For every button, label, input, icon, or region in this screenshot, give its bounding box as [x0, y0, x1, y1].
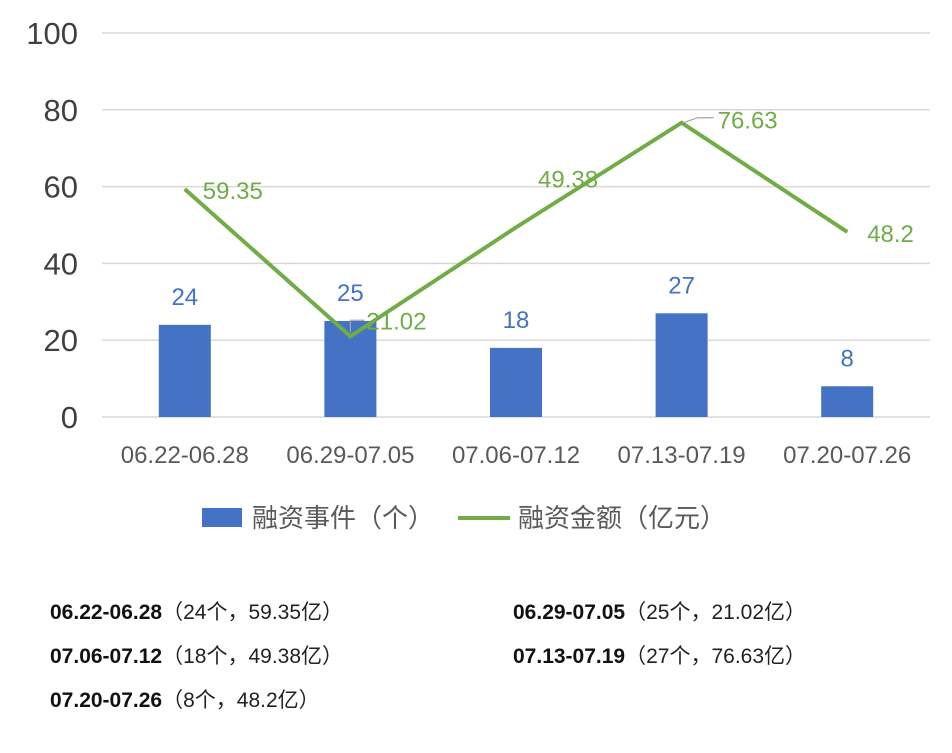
x-tick-label: 07.20-07.26 — [783, 442, 911, 469]
line-point — [349, 335, 351, 337]
legend-label: 融资金额（亿元） — [518, 503, 726, 533]
y-tick-label: 100 — [26, 16, 78, 51]
leader-line — [349, 319, 365, 333]
gridlines — [102, 32, 930, 418]
line-value-label: 76.63 — [718, 108, 778, 135]
bar — [158, 324, 211, 417]
bar-value-label: 25 — [337, 280, 364, 307]
line-point — [515, 226, 517, 228]
summary-list: 06.22-06.28（24个，59.35亿） 06.29-07.05（25个，… — [50, 596, 930, 718]
leader-line — [683, 117, 714, 124]
summary-detail: （8个，48.2亿） — [162, 689, 320, 712]
x-tick-label: 06.29-07.05 — [286, 442, 414, 469]
summary-item: 07.20-07.26（8个，48.2亿） — [50, 684, 513, 718]
legend: 融资事件（个） 融资金额（亿元） — [202, 503, 726, 533]
summary-item: 06.22-06.28（24个，59.35亿） — [50, 596, 513, 630]
bar-value-label: 27 — [668, 272, 695, 299]
y-tick-label: 40 — [44, 246, 78, 281]
summary-period: 06.29-07.05 — [513, 601, 626, 624]
line-value-label: 48.2 — [867, 221, 914, 248]
line-value-label: 49.38 — [538, 166, 598, 193]
combo-chart: 0 20 40 60 80 100 24 25 18 27 8 59.35 21.02 49.38 76.… — [26, 16, 930, 533]
summary-period: 07.06-07.12 — [50, 645, 163, 668]
line-point — [184, 188, 186, 190]
legend-label: 融资事件（个） — [252, 503, 434, 533]
bar-value-label: 18 — [503, 307, 530, 334]
summary-detail: （24个，59.35亿） — [162, 601, 344, 624]
data-labels: 24 25 18 27 8 59.35 21.02 49.38 76.63 48.2 — [171, 108, 913, 373]
bar — [490, 347, 542, 417]
y-tick-label: 20 — [44, 323, 78, 358]
x-tick-label: 07.06-07.12 — [452, 442, 580, 469]
summary-item: 07.06-07.12（18个，49.38亿） — [50, 640, 513, 674]
summary-detail: （27个，76.63亿） — [625, 645, 807, 668]
x-tick-label: 06.22-06.28 — [121, 442, 249, 469]
line-point — [846, 231, 848, 233]
y-axis: 0 20 40 60 80 100 — [26, 16, 78, 435]
summary-item: 07.13-07.19（27个，76.63亿） — [513, 640, 913, 674]
x-axis: 06.22-06.28 06.29-07.05 07.06-07.12 07.13-0… — [121, 442, 912, 469]
line-series — [183, 120, 849, 339]
bar-value-label: 24 — [171, 284, 198, 311]
summary-detail: （18个，49.38亿） — [162, 645, 344, 668]
summary-item: 06.29-07.05（25个，21.02亿） — [513, 596, 913, 630]
legend-bar-swatch — [202, 508, 242, 527]
summary-detail: （25个，21.02亿） — [625, 601, 807, 624]
bar — [655, 313, 708, 417]
summary-period: 07.20-07.26 — [50, 689, 163, 712]
summary-period: 06.22-06.28 — [50, 601, 163, 624]
y-tick-label: 80 — [44, 93, 78, 128]
line-value-label: 59.35 — [203, 178, 263, 205]
summary-period: 07.13-07.19 — [513, 645, 626, 668]
line-value-label: 21.02 — [366, 308, 426, 335]
x-tick-label: 07.13-07.19 — [618, 442, 746, 469]
bar — [821, 386, 874, 417]
y-tick-label: 0 — [61, 400, 78, 435]
y-tick-label: 60 — [44, 170, 78, 205]
bar-value-label: 8 — [841, 345, 854, 372]
line-path — [183, 120, 849, 339]
line-point — [681, 122, 683, 124]
